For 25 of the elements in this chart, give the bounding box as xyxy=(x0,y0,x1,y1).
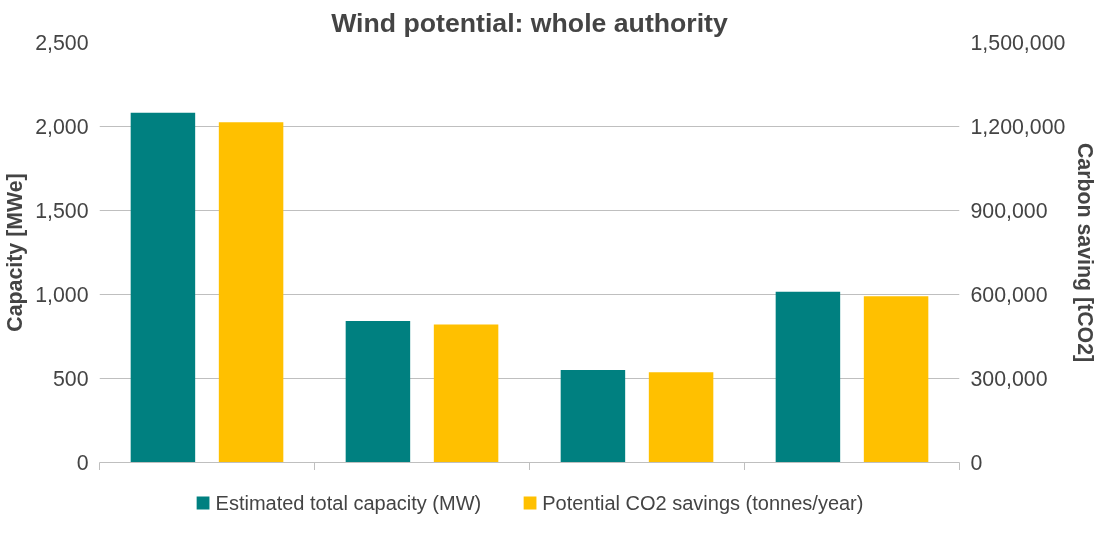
legend-label: Potential CO2 savings (tonnes/year) xyxy=(542,491,864,514)
y2-tick-label: 0 xyxy=(970,451,983,475)
y2-tick-label: 300,000 xyxy=(970,367,1048,391)
y-tick-label: 1,500 xyxy=(35,199,89,223)
bar xyxy=(775,291,841,463)
bar xyxy=(345,320,411,463)
y-tick-label: 0 xyxy=(76,451,89,475)
y-tick-label: 2,000 xyxy=(35,115,89,139)
y2-tick-label: 900,000 xyxy=(970,199,1048,223)
bar xyxy=(560,369,626,463)
y-axis-title: Capacity [MWe] xyxy=(3,173,28,332)
bar xyxy=(863,296,929,463)
y2-tick-label: 1,500,000 xyxy=(970,31,1066,55)
bar xyxy=(648,372,714,463)
legend-label: Estimated total capacity (MW) xyxy=(215,491,482,514)
chart-title: Wind potential: whole authority xyxy=(331,7,728,38)
y-tick-label: 500 xyxy=(52,367,89,391)
y2-tick-label: 600,000 xyxy=(970,283,1048,307)
bar xyxy=(130,112,196,463)
y2-axis-title: Carbon saving [tCO2] xyxy=(1073,142,1098,363)
y-tick-label: 2,500 xyxy=(35,31,89,55)
y-tick-label: 1,000 xyxy=(35,283,89,307)
y2-tick-label: 1,200,000 xyxy=(970,115,1066,139)
bar xyxy=(433,324,499,463)
bar xyxy=(218,122,284,463)
